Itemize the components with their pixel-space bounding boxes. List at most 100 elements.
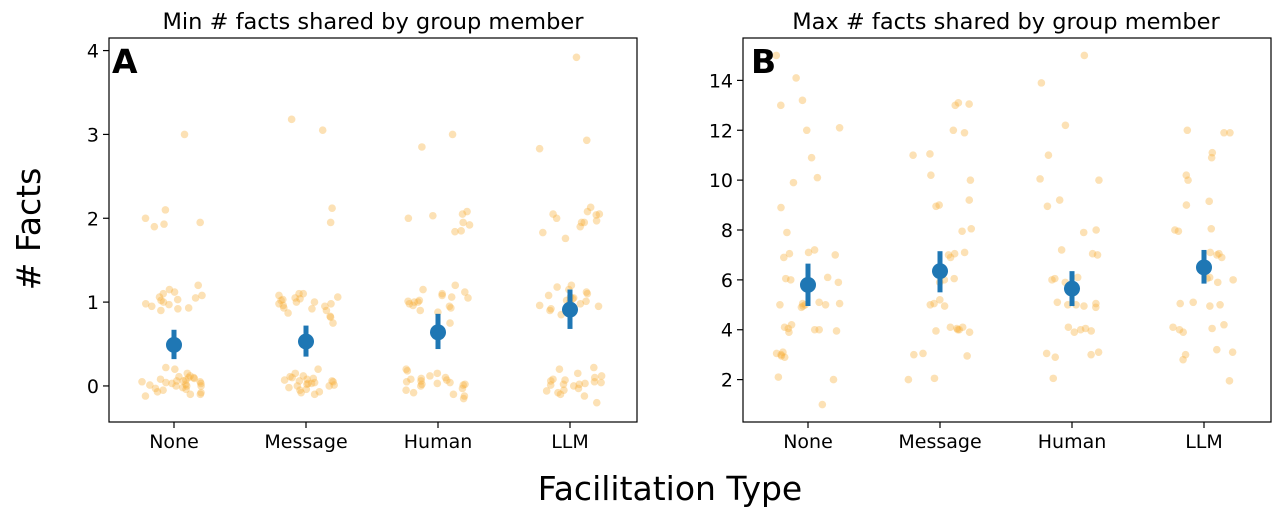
data-point xyxy=(576,222,585,231)
data-point xyxy=(799,302,807,310)
mean-point xyxy=(166,336,182,353)
data-point xyxy=(457,227,465,235)
data-point xyxy=(178,383,187,392)
data-point xyxy=(326,218,335,227)
data-point xyxy=(590,363,598,372)
data-point xyxy=(190,374,199,383)
data-point xyxy=(559,380,568,389)
data-point xyxy=(953,325,962,334)
data-point xyxy=(448,130,457,139)
data-point xyxy=(1169,323,1177,332)
data-point xyxy=(792,74,800,82)
data-point xyxy=(777,101,785,110)
data-point xyxy=(172,382,180,390)
data-point xyxy=(583,289,592,298)
data-point xyxy=(330,381,338,389)
data-point xyxy=(904,375,913,384)
data-point xyxy=(409,301,417,310)
data-point xyxy=(797,303,806,312)
data-point xyxy=(787,320,796,329)
data-point xyxy=(582,288,591,296)
data-point xyxy=(774,373,783,381)
data-point xyxy=(279,301,288,310)
data-point xyxy=(175,372,183,381)
data-point xyxy=(194,281,202,290)
data-point xyxy=(299,289,308,298)
data-point xyxy=(461,288,469,296)
data-point xyxy=(302,385,311,394)
data-point xyxy=(410,298,419,306)
data-point xyxy=(1073,273,1082,282)
data-point xyxy=(159,289,168,298)
data-point xyxy=(172,377,181,385)
data-point xyxy=(535,144,544,153)
data-point xyxy=(1207,153,1216,162)
x-tick-label-message: Message xyxy=(898,431,981,453)
data-point xyxy=(1064,323,1073,332)
panel-a-y-ticks: 0 1 2 3 4 xyxy=(87,41,109,398)
mean-point xyxy=(430,324,446,341)
data-point xyxy=(1229,276,1237,284)
data-point xyxy=(329,319,337,327)
data-point xyxy=(1048,276,1056,284)
x-tick-label-none: None xyxy=(149,431,199,453)
data-point xyxy=(1206,302,1214,310)
data-point xyxy=(1207,224,1216,233)
data-point xyxy=(296,294,304,303)
data-point xyxy=(1213,278,1222,287)
data-point xyxy=(960,128,969,137)
data-point xyxy=(955,325,964,334)
data-point xyxy=(780,253,788,262)
data-point xyxy=(1220,128,1228,137)
data-point xyxy=(138,377,146,386)
data-point xyxy=(280,304,288,312)
data-point xyxy=(184,373,193,382)
data-point xyxy=(407,375,415,384)
y-tick-label: 10 xyxy=(709,170,733,192)
data-point xyxy=(926,301,935,309)
data-point xyxy=(586,203,595,212)
mean-point xyxy=(1064,280,1080,297)
data-point xyxy=(162,363,170,372)
data-point xyxy=(155,293,164,301)
data-point xyxy=(940,302,949,310)
x-axis-title: Facilitation Type xyxy=(538,469,802,508)
data-point xyxy=(1044,151,1053,159)
data-point xyxy=(458,210,467,218)
data-point xyxy=(561,234,570,243)
data-point xyxy=(303,380,311,389)
data-point xyxy=(1179,355,1187,364)
data-point xyxy=(417,374,426,383)
data-point xyxy=(284,309,292,317)
data-point xyxy=(285,383,293,392)
data-point xyxy=(295,377,304,385)
data-point xyxy=(288,373,296,382)
data-point xyxy=(958,227,966,236)
data-point xyxy=(780,353,789,361)
data-point xyxy=(303,375,311,384)
data-point xyxy=(318,126,327,135)
data-point xyxy=(304,379,312,388)
data-point xyxy=(776,301,784,309)
data-point xyxy=(310,378,319,387)
data-point xyxy=(832,327,841,335)
data-point xyxy=(314,365,322,373)
data-point xyxy=(438,291,446,300)
y-tick-label: 2 xyxy=(721,370,733,392)
data-point xyxy=(580,392,589,400)
data-point xyxy=(275,299,283,308)
y-tick-label: 4 xyxy=(721,320,733,342)
data-point xyxy=(168,379,176,388)
data-point xyxy=(554,388,562,397)
data-point xyxy=(1205,197,1213,206)
data-point xyxy=(1216,301,1224,309)
data-point xyxy=(310,390,319,399)
data-point xyxy=(1087,350,1095,359)
data-point xyxy=(183,369,192,378)
panel-b-letter: B xyxy=(751,42,776,81)
data-point xyxy=(197,382,205,390)
data-point xyxy=(946,323,955,332)
data-point xyxy=(447,304,455,312)
data-point xyxy=(810,325,819,334)
data-point xyxy=(777,203,785,212)
